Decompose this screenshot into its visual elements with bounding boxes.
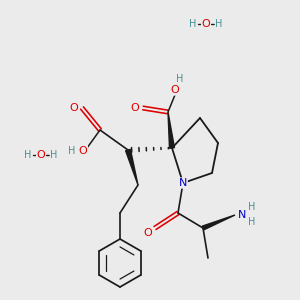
Polygon shape	[126, 149, 138, 185]
Text: N: N	[179, 178, 187, 188]
Text: O: O	[79, 146, 87, 156]
Text: H: H	[68, 146, 76, 156]
Text: O: O	[130, 103, 140, 113]
Text: O: O	[70, 103, 78, 113]
Text: N: N	[238, 210, 246, 220]
Text: H: H	[176, 74, 184, 84]
Polygon shape	[202, 215, 235, 230]
Text: H: H	[24, 150, 32, 160]
Text: H: H	[50, 150, 58, 160]
Text: H: H	[248, 202, 256, 212]
Text: O: O	[171, 85, 179, 95]
Text: H: H	[248, 217, 256, 227]
Text: H: H	[215, 19, 223, 29]
Text: H: H	[189, 19, 197, 29]
Polygon shape	[168, 112, 175, 148]
Text: O: O	[37, 150, 45, 160]
Text: O: O	[202, 19, 210, 29]
Text: O: O	[144, 228, 152, 238]
